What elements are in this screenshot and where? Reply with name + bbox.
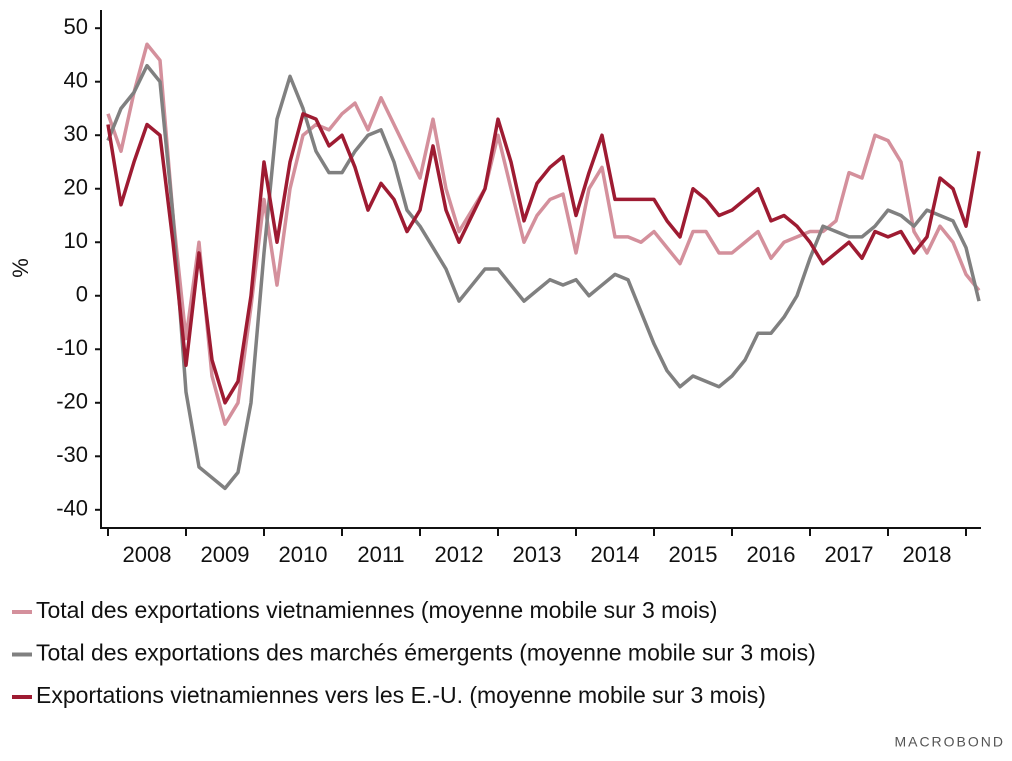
x-tick-label: 2015	[669, 542, 718, 567]
x-tick-label: 2016	[747, 542, 796, 567]
series-line	[106, 63, 981, 491]
y-tick-label: 10	[64, 228, 88, 253]
x-tick-label: 2008	[123, 542, 172, 567]
y-tick-label: 0	[76, 282, 88, 307]
x-tick-label: 2012	[435, 542, 484, 567]
x-tick-label: 2011	[357, 542, 404, 567]
legend-label: Exportations vietnamiennes vers les E.-U…	[36, 682, 766, 708]
y-tick-label: -40	[56, 496, 88, 521]
logo: MACROBOND	[894, 734, 1005, 750]
x-tick-label: 2014	[591, 542, 640, 567]
x-tick-label: 2013	[513, 542, 562, 567]
y-axis-label: %	[8, 258, 33, 278]
y-tick-label: -10	[56, 335, 88, 360]
y-tick-label: -30	[56, 442, 88, 467]
legend-label: Total des exportations des marchés émerg…	[36, 640, 816, 666]
series-line	[106, 112, 981, 405]
x-tick-label: 2018	[903, 542, 952, 567]
y-tick-label: 40	[64, 68, 88, 93]
y-tick-label: 30	[64, 121, 88, 146]
y-tick-label: 20	[64, 175, 88, 200]
x-tick-label: 2009	[201, 542, 250, 567]
legend-label: Total des exportations vietnamiennes (mo…	[36, 597, 717, 623]
y-tick-label: -20	[56, 389, 88, 414]
x-tick-label: 2010	[279, 542, 328, 567]
x-tick-label: 2017	[825, 542, 874, 567]
y-tick-label: 50	[64, 14, 88, 39]
